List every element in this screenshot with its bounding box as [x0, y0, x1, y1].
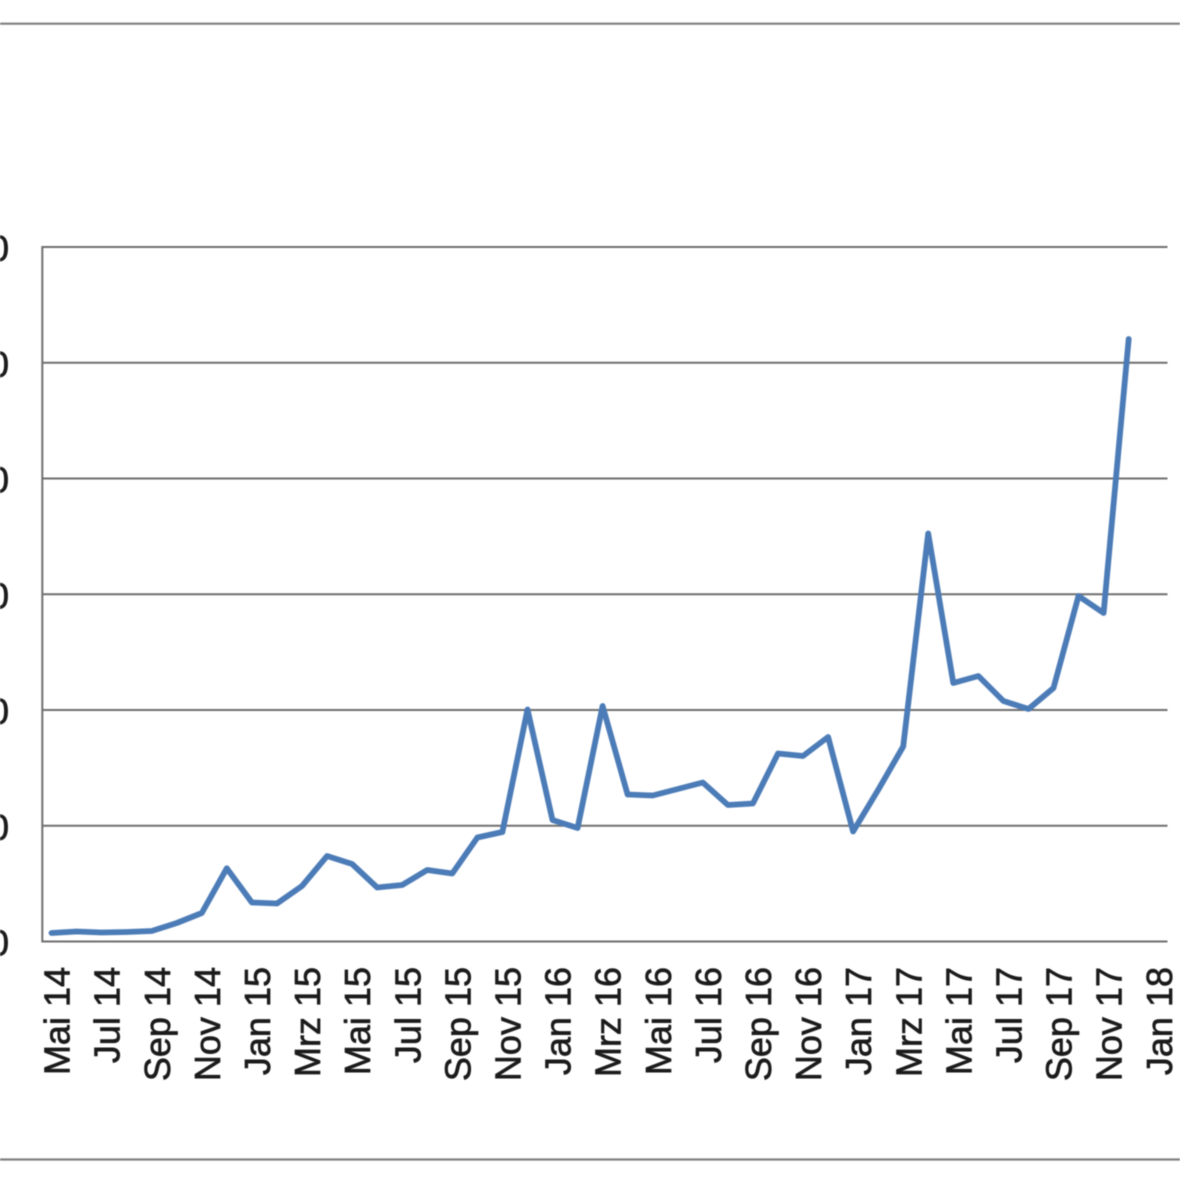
svg-text:Sep 15: Sep 15	[437, 967, 478, 1081]
svg-text:Mrz 17: Mrz 17	[888, 967, 929, 1077]
svg-text:Jul 15: Jul 15	[387, 967, 428, 1063]
svg-text:Sep 14: Sep 14	[137, 967, 178, 1081]
svg-text:Mrz 16: Mrz 16	[588, 967, 629, 1077]
svg-text:Sep 17: Sep 17	[1039, 967, 1080, 1081]
svg-text:Mai 17: Mai 17	[938, 967, 979, 1075]
svg-text:0: 0	[0, 460, 9, 501]
svg-text:0: 0	[0, 691, 9, 732]
svg-text:Jul 17: Jul 17	[989, 967, 1030, 1063]
svg-text:Mai 14: Mai 14	[37, 967, 78, 1075]
svg-text:0: 0	[0, 228, 9, 269]
svg-text:Jan 16: Jan 16	[538, 967, 579, 1075]
svg-text:Mrz 15: Mrz 15	[287, 967, 328, 1077]
svg-text:Mai 16: Mai 16	[638, 967, 679, 1075]
svg-text:Sep 16: Sep 16	[738, 967, 779, 1081]
svg-text:0: 0	[0, 807, 9, 848]
svg-text:0: 0	[0, 576, 9, 617]
svg-text:Nov 17: Nov 17	[1089, 967, 1130, 1081]
svg-text:0: 0	[0, 344, 9, 385]
svg-text:Mai 15: Mai 15	[337, 967, 378, 1075]
svg-text:Jan 18: Jan 18	[1139, 967, 1180, 1075]
svg-text:Nov 16: Nov 16	[788, 967, 829, 1081]
svg-text:Nov 14: Nov 14	[187, 967, 228, 1081]
svg-text:Jan 15: Jan 15	[237, 967, 278, 1075]
svg-text:Jul 16: Jul 16	[688, 967, 729, 1063]
svg-text:Jan 17: Jan 17	[838, 967, 879, 1075]
svg-text:0: 0	[0, 923, 9, 964]
svg-text:Jul 14: Jul 14	[87, 967, 128, 1063]
svg-text:Nov 15: Nov 15	[488, 967, 529, 1081]
